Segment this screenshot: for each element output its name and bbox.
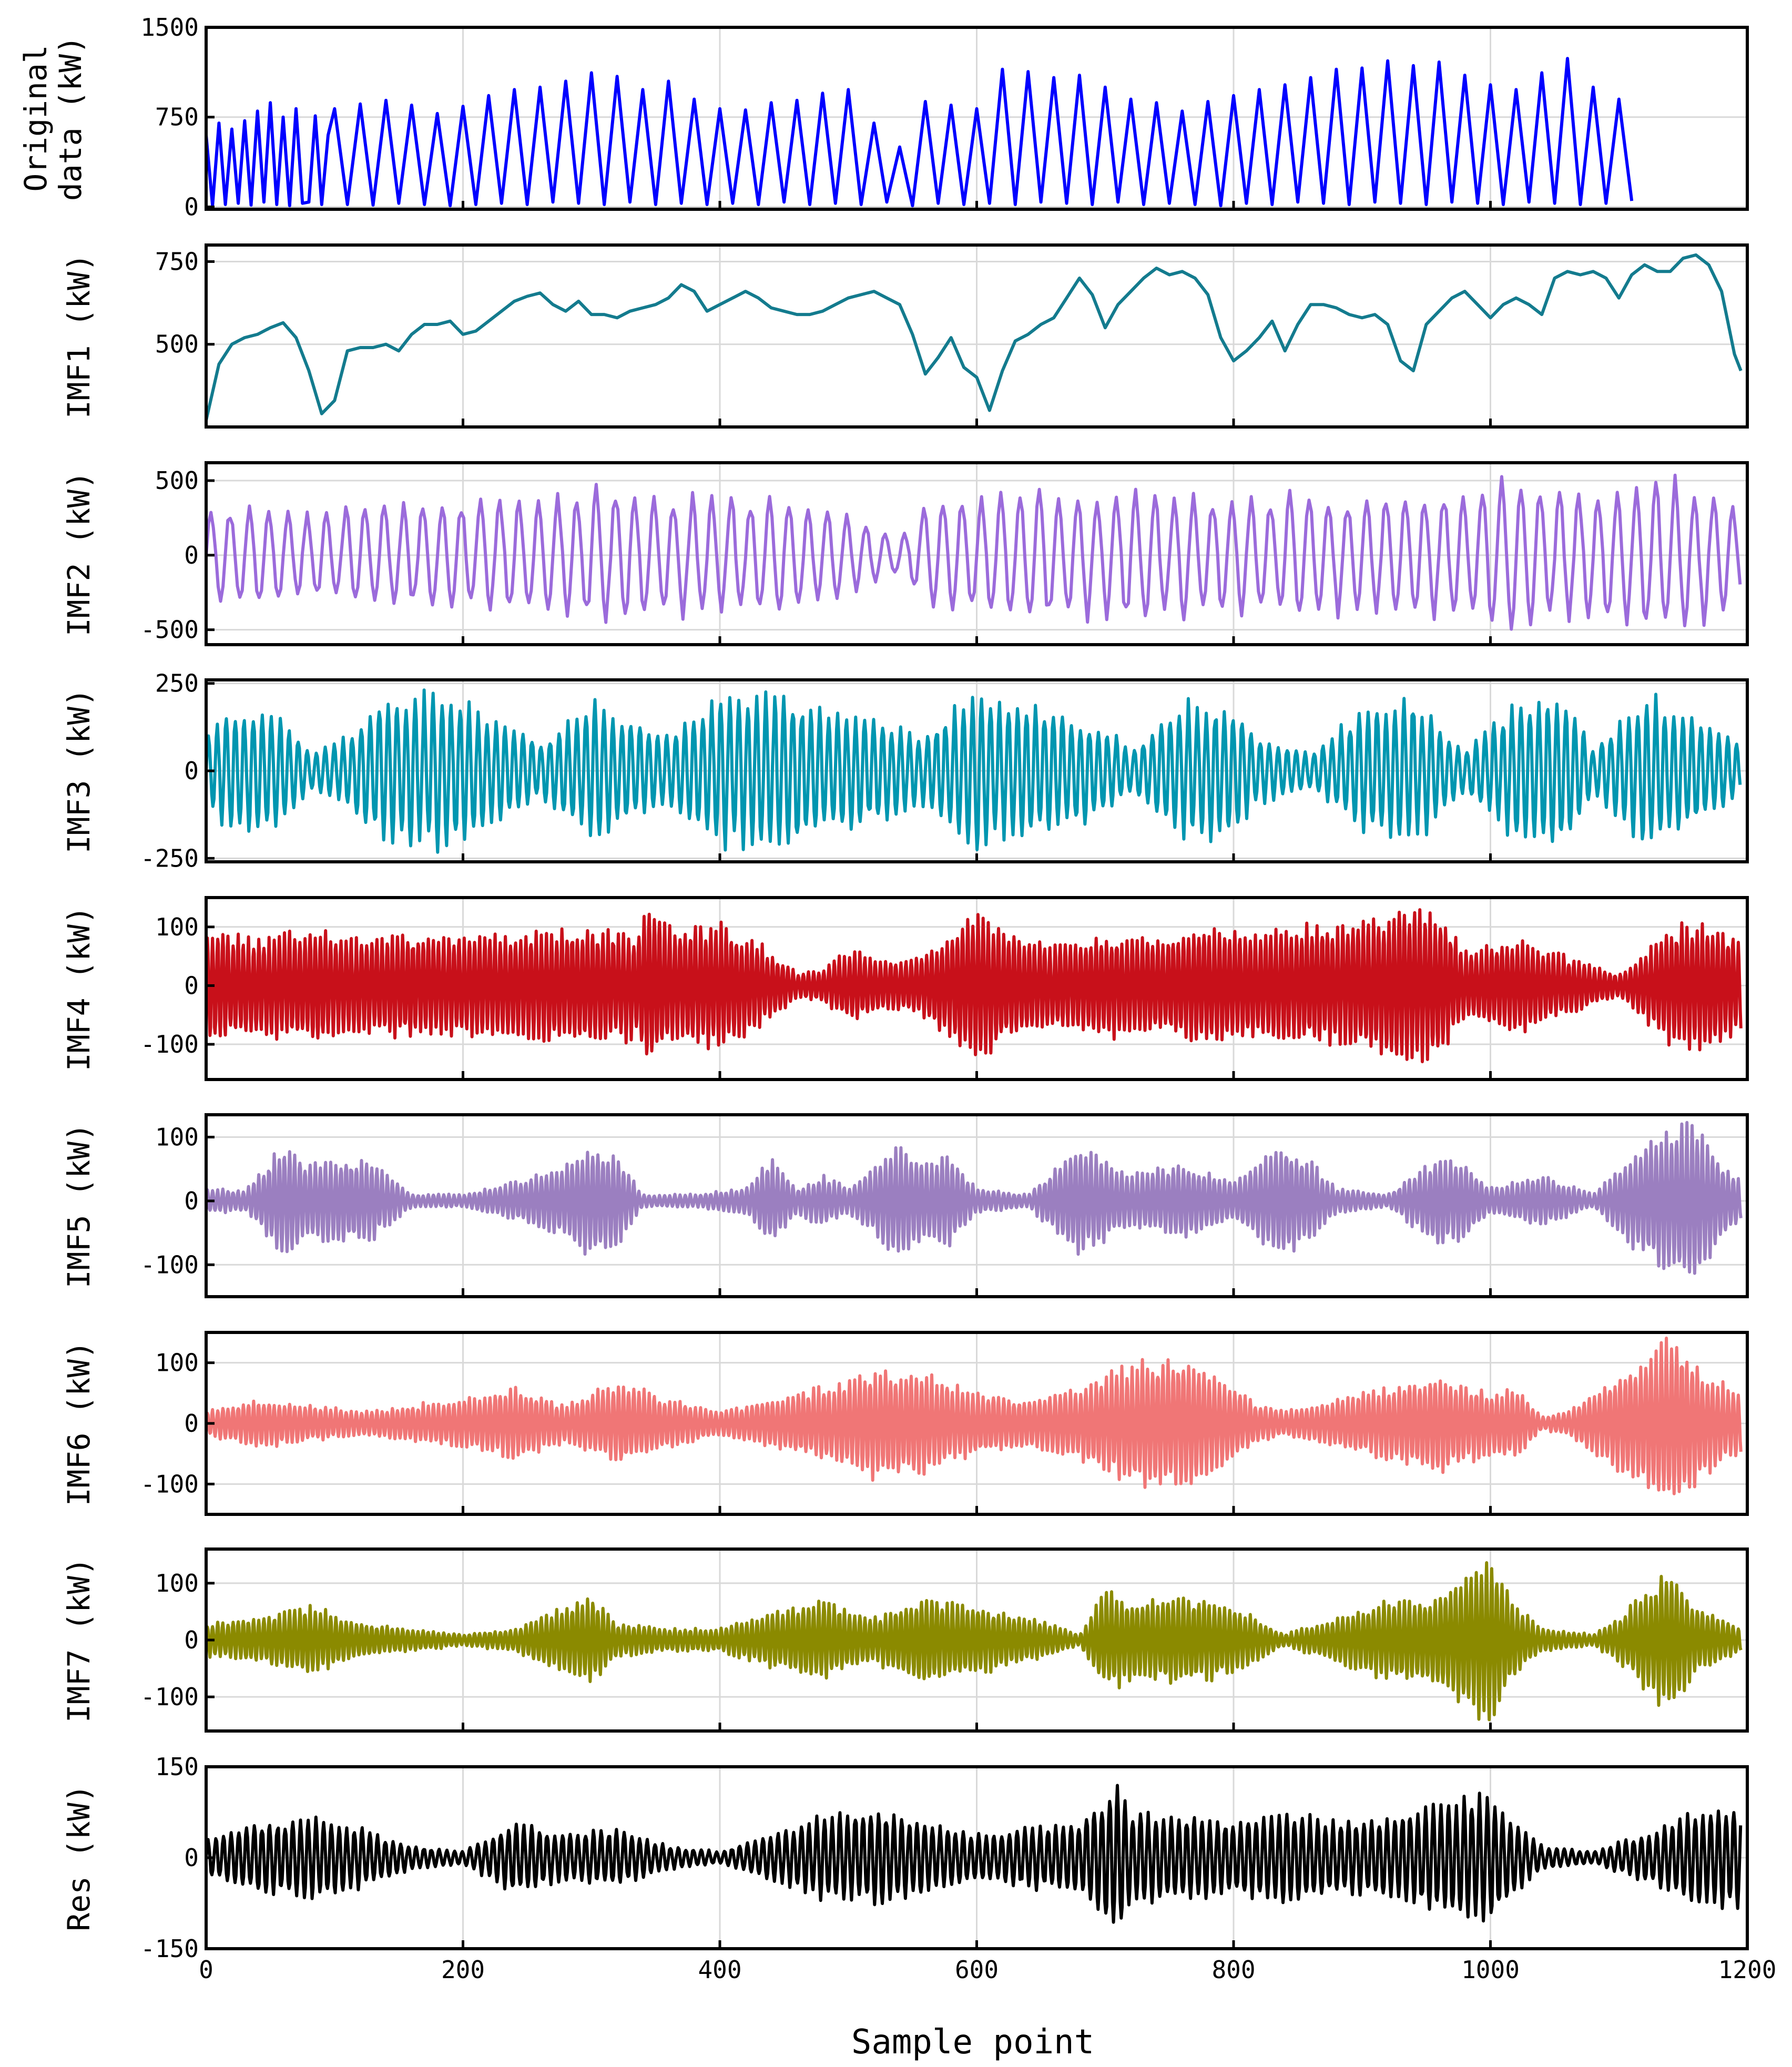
panel-5: -100 0 100 IMF4 (kW) [61,896,1749,1081]
y-tick-label: 1500 [140,13,199,42]
panel-6: -100 0 100 IMF5 (kW) [61,1113,1749,1298]
y-tick-label: 100 [155,913,199,941]
y-tick-label: 100 [155,1569,199,1597]
y-tick-label: -100 [140,1470,199,1498]
series-line [206,253,1743,421]
y-tick-label: 0 [184,757,199,785]
y-tick-label: 0 [184,1187,199,1215]
y-axis-title: IMF7 (kW) [61,1557,97,1723]
y-axis-title: Original [18,45,54,191]
series-line [206,1336,1743,1495]
y-tick-label: 750 [155,247,199,276]
y-tick-label: 0 [184,1844,199,1872]
panel-8: -100 0 100 IMF7 (kW) [61,1547,1749,1733]
y-axis-title: IMF5 (kW) [61,1123,97,1288]
x-tick-label: 0 [199,1956,213,1984]
y-axis-title: IMF3 (kW) [61,688,97,853]
x-axis-title: Sample point [851,2023,1094,2062]
series-line [206,688,1742,854]
y-tick-label: 100 [155,1123,199,1151]
panel-2: 500 750 IMF1 (kW) [61,243,1749,429]
y-tick-label: 0 [184,1626,199,1654]
panel-7: -100 0 100 IMF6 (kW) [61,1331,1749,1516]
y-tick-label: 0 [184,541,199,569]
series-line [206,1561,1743,1722]
y-tick-label: -100 [140,1250,199,1279]
y-tick-label: 0 [184,971,199,1000]
x-tick-label: 1000 [1461,1956,1520,1984]
y-axis-title: data (kW) [53,36,88,201]
panel-3: -500 0 500 IMF2 (kW) [61,461,1749,646]
y-tick-label: 500 [155,466,199,495]
y-axis-title: IMF6 (kW) [61,1341,97,1506]
y-tick-label: 500 [155,330,199,359]
y-tick-label: -100 [140,1683,199,1711]
y-tick-label: 0 [184,1409,199,1438]
x-tick-label: 400 [698,1956,741,1984]
x-tick-label: 600 [955,1956,999,1984]
y-tick-label: 0 [184,192,199,221]
y-tick-label: 150 [155,1753,199,1781]
y-tick-label: -150 [140,1934,199,1963]
y-axis-title: Res (kW) [61,1784,97,1931]
x-tick-label: 800 [1211,1956,1255,1984]
y-tick-label: 250 [155,669,199,698]
panel-4: -250 0 250 IMF3 (kW) [61,669,1749,872]
y-axis-title: IMF1 (kW) [61,253,97,419]
y-axis-title: IMF4 (kW) [61,906,97,1071]
series-line [206,57,1634,208]
y-tick-label: -250 [140,844,199,872]
series-line [206,908,1743,1064]
series-line [206,1121,1743,1275]
y-tick-label: -500 [140,616,199,644]
y-axis-title: IMF2 (kW) [61,471,97,636]
series-line [206,1784,1743,1924]
series-line [206,473,1742,631]
x-tick-label: 1200 [1718,1956,1777,1984]
y-tick-label: 100 [155,1349,199,1377]
y-tick-label: 750 [155,103,199,131]
y-tick-label: -100 [140,1030,199,1058]
x-tick-label: 200 [441,1956,485,1984]
